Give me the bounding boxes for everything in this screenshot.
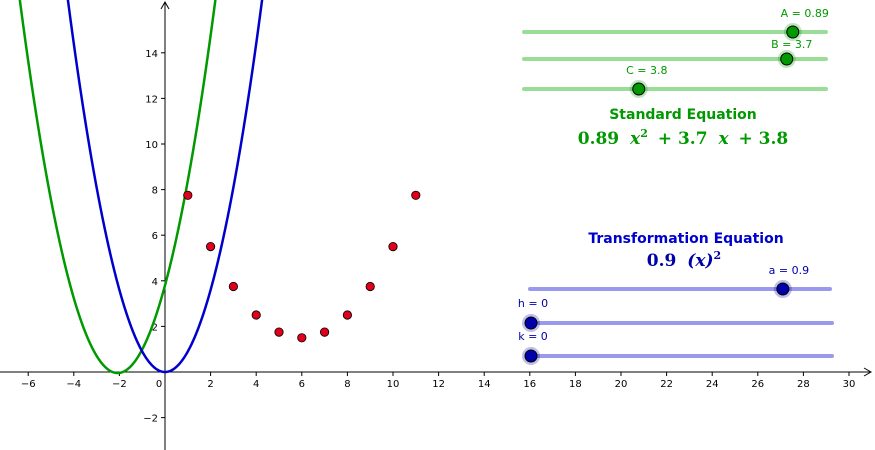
slider-knob[interactable] — [632, 82, 646, 96]
x-tick-label: 14 — [478, 379, 491, 390]
slider-label: h = 0 — [518, 297, 548, 310]
transformation-var: (x) — [687, 251, 713, 271]
x-tick-label: −4 — [66, 379, 81, 390]
slider-label: C = 3.8 — [626, 64, 667, 77]
x-tick-label: 8 — [344, 379, 350, 390]
standard-var-x: x — [717, 129, 729, 149]
data-point[interactable] — [342, 310, 352, 320]
x-tick-label: 28 — [797, 379, 810, 390]
standard-term-c: + 3.8 — [739, 129, 789, 149]
slider-standard-A[interactable]: A = 0.89 — [522, 7, 829, 41]
slider-knob[interactable] — [780, 52, 794, 66]
x-tick-label: −6 — [21, 379, 36, 390]
transformation-coef-a: 0.9 — [647, 251, 677, 271]
x-tick-label: 10 — [387, 379, 400, 390]
slider-transformation-a[interactable]: a = 0.9 — [528, 264, 832, 298]
standard-coef-a: 0.89 — [578, 129, 619, 149]
slider-standard-B[interactable]: B = 3.7 — [522, 38, 828, 68]
slider-knob[interactable] — [524, 316, 538, 330]
x-tick-label: 0 — [156, 379, 162, 390]
y-tick-label: 10 — [145, 140, 158, 151]
x-tick-label: 20 — [615, 379, 628, 390]
x-tick-label: 24 — [706, 379, 719, 390]
standard-equation-heading: Standard Equation — [609, 107, 757, 123]
y-tick-label: 4 — [152, 277, 158, 288]
standard-exponent: 2 — [640, 127, 648, 140]
curves — [17, 0, 265, 375]
slider-transformation-h[interactable]: h = 0 — [518, 297, 834, 332]
data-point[interactable] — [183, 190, 193, 200]
axis-ticks: −6 −4 −2 0 2 4 6 8 10 12 14 16 18 20 22 24 26 28 30−224681… — [21, 49, 856, 425]
transformation-equation: 0.9 (x)2 — [647, 249, 721, 271]
data-point[interactable] — [274, 327, 284, 337]
y-axis-arrow — [160, 0, 170, 10]
standard-parabola[interactable] — [17, 0, 218, 375]
standard-equation: 0.89 x2 + 3.7 x + 3.8 — [578, 122, 789, 149]
x-tick-label: −2 — [112, 379, 127, 390]
x-tick-label: 12 — [432, 379, 445, 390]
data-point[interactable] — [297, 333, 307, 343]
x-axis-arrow — [863, 367, 873, 377]
transformation-parabola[interactable] — [65, 0, 265, 374]
data-point[interactable] — [411, 190, 421, 200]
data-points — [183, 190, 421, 343]
x-tick-label: 6 — [299, 379, 305, 390]
sliders: A = 0.89 B = 3.7 C = 3.8 a = 0.9 h = 0 k = 0 — [518, 7, 834, 365]
slider-label: A = 0.89 — [781, 7, 829, 20]
data-point[interactable] — [365, 281, 375, 292]
data-point[interactable] — [206, 242, 216, 252]
standard-term-b: + 3.7 — [658, 129, 708, 149]
slider-transformation-k[interactable]: k = 0 — [518, 330, 834, 365]
x-tick-label: 18 — [569, 379, 582, 390]
y-tick-label: 12 — [145, 94, 158, 105]
y-tick-label: 8 — [152, 186, 158, 197]
slider-knob[interactable] — [524, 349, 538, 363]
x-tick-label: 30 — [843, 379, 856, 390]
data-point[interactable] — [388, 242, 398, 252]
slider-label: B = 3.7 — [771, 38, 812, 51]
x-tick-label: 22 — [660, 379, 673, 390]
transformation-exponent: 2 — [714, 249, 722, 262]
standard-var-x2: x — [629, 129, 641, 149]
slider-knob[interactable] — [786, 25, 800, 39]
data-point[interactable] — [228, 281, 238, 292]
x-tick-label: 26 — [751, 379, 764, 390]
transformation-equation-heading: Transformation Equation — [588, 231, 783, 247]
data-point[interactable] — [251, 310, 261, 320]
y-tick-label: 14 — [145, 49, 158, 60]
data-point[interactable] — [319, 327, 330, 337]
y-tick-label: 6 — [152, 231, 158, 242]
y-tick-label: 2 — [152, 322, 158, 333]
slider-label: k = 0 — [518, 330, 548, 343]
x-tick-label: 2 — [207, 379, 213, 390]
slider-standard-C[interactable]: C = 3.8 — [522, 64, 828, 98]
slider-label: a = 0.9 — [769, 264, 809, 277]
y-tick-label: −2 — [143, 414, 158, 425]
slider-knob[interactable] — [776, 282, 790, 296]
x-tick-label: 4 — [253, 379, 259, 390]
x-tick-label: 16 — [523, 379, 536, 390]
